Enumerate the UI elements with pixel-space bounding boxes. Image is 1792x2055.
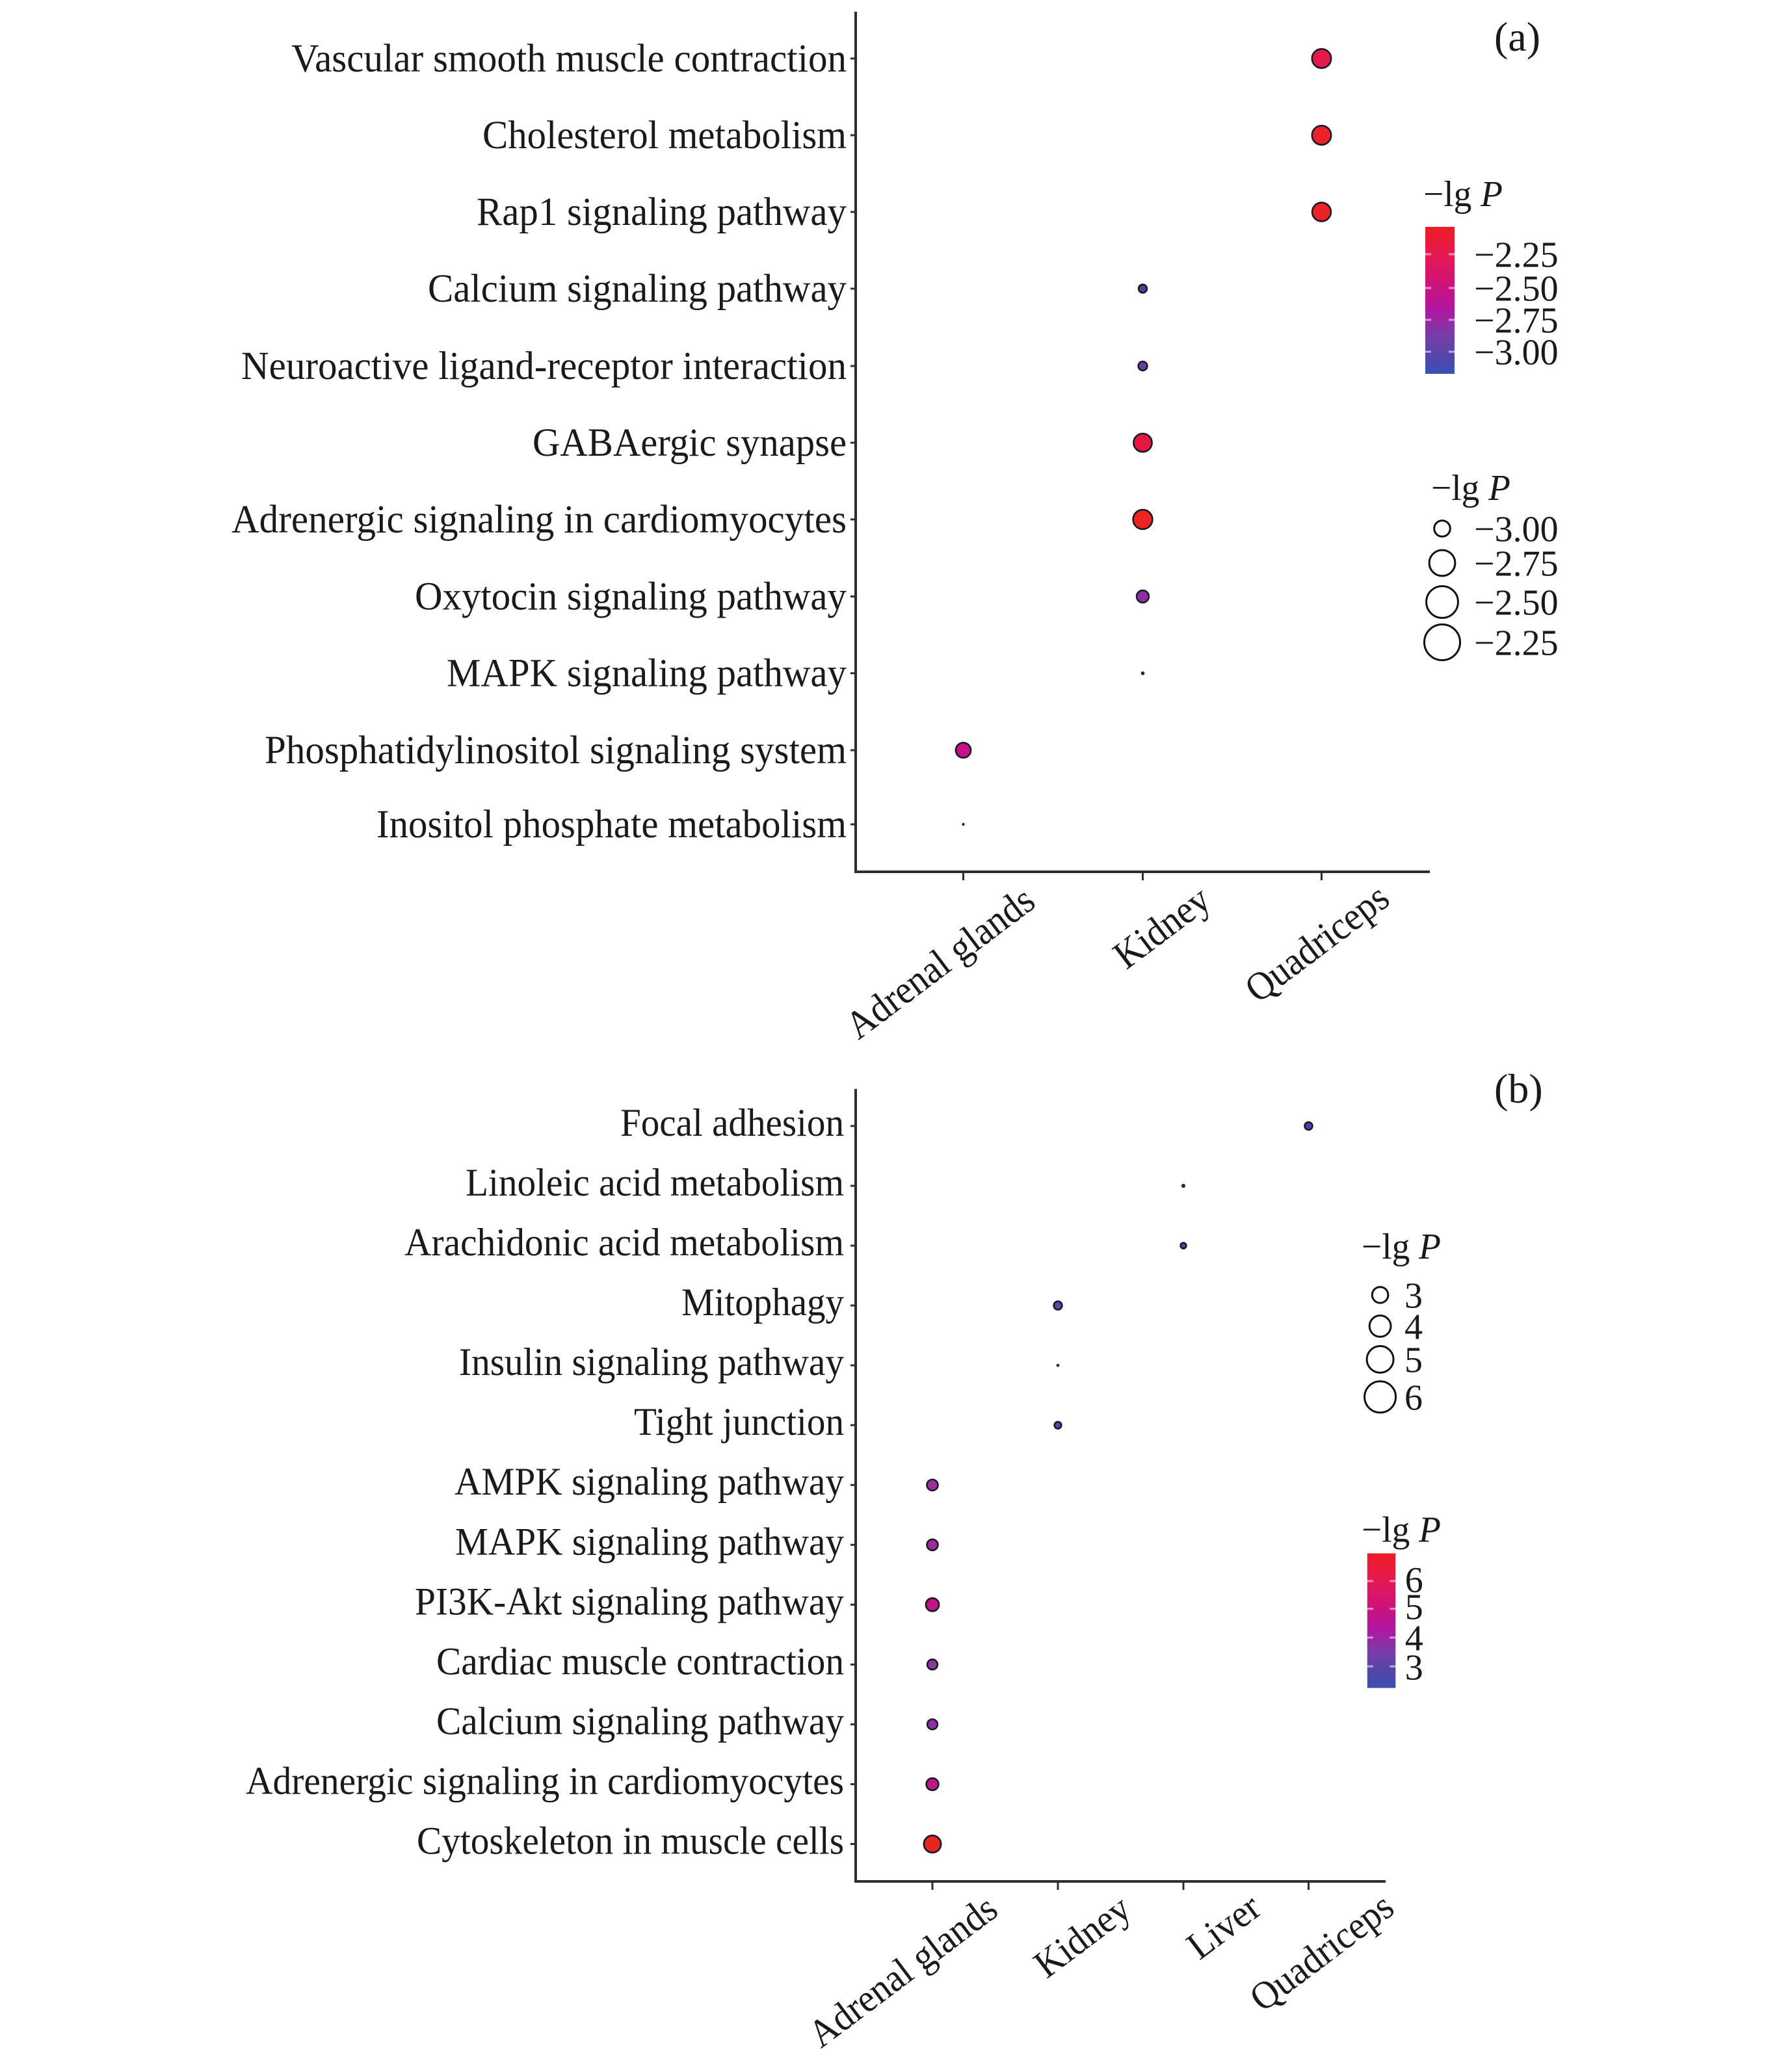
svg-text:Adrenergic signaling in cardio: Adrenergic signaling in cardiomyocytes xyxy=(231,498,847,542)
svg-text:Rap1 signaling pathway: Rap1 signaling pathway xyxy=(477,190,847,234)
svg-text:4: 4 xyxy=(1404,1307,1423,1347)
svg-text:(b): (b) xyxy=(1494,1066,1543,1112)
svg-text:−2.25: −2.25 xyxy=(1474,623,1559,664)
svg-text:Vascular smooth muscle contrac: Vascular smooth muscle contraction xyxy=(291,37,847,81)
svg-text:Cytoskeleton in muscle cells: Cytoskeleton in muscle cells xyxy=(417,1819,844,1862)
svg-text:5: 5 xyxy=(1405,1587,1423,1627)
svg-text:Phosphatidylinositol signaling: Phosphatidylinositol signaling system xyxy=(265,729,847,772)
svg-text:−3.00: −3.00 xyxy=(1474,333,1559,373)
svg-text:Adrenal glands: Adrenal glands xyxy=(800,1887,1005,2055)
svg-text:(a): (a) xyxy=(1494,14,1540,60)
svg-text:−2.75: −2.75 xyxy=(1474,301,1559,341)
svg-text:6: 6 xyxy=(1405,1560,1423,1601)
svg-text:Quadriceps: Quadriceps xyxy=(1242,1885,1402,2020)
svg-text:Cardiac muscle contraction: Cardiac muscle contraction xyxy=(436,1640,844,1682)
svg-text:Neuroactive ligand-receptor in: Neuroactive ligand-receptor interaction xyxy=(241,345,847,388)
svg-text:Focal adhesion: Focal adhesion xyxy=(620,1101,844,1144)
svg-text:Arachidonic acid metabolism: Arachidonic acid metabolism xyxy=(404,1221,844,1264)
svg-text:3: 3 xyxy=(1405,1648,1423,1688)
svg-text:Liver: Liver xyxy=(1179,1885,1269,1968)
svg-text:Adrenergic signaling in cardio: Adrenergic signaling in cardiomyocytes xyxy=(246,1759,844,1802)
svg-text:Tight junction: Tight junction xyxy=(634,1400,844,1443)
svg-text:MAPK signaling pathway: MAPK signaling pathway xyxy=(455,1520,844,1563)
svg-text:PI3K-Akt signaling pathway: PI3K-Akt signaling pathway xyxy=(415,1580,844,1623)
svg-text:−2.25: −2.25 xyxy=(1474,235,1559,276)
svg-text:Kidney: Kidney xyxy=(1105,877,1219,977)
svg-text:Cholesterol metabolism: Cholesterol metabolism xyxy=(482,114,847,157)
svg-text:−lg P: −lg P xyxy=(1423,174,1503,215)
svg-text:Adrenal glands: Adrenal glands xyxy=(837,878,1043,1048)
svg-text:MAPK signaling pathway: MAPK signaling pathway xyxy=(447,652,847,696)
svg-text:3: 3 xyxy=(1404,1276,1423,1316)
svg-text:6: 6 xyxy=(1404,1378,1423,1418)
svg-text:−lg P: −lg P xyxy=(1362,1510,1441,1551)
svg-text:Oxytocin signaling pathway: Oxytocin signaling pathway xyxy=(415,575,847,619)
svg-text:Insulin signaling pathway: Insulin signaling pathway xyxy=(459,1341,844,1383)
svg-text:Kidney: Kidney xyxy=(1026,1887,1139,1986)
svg-text:−2.75: −2.75 xyxy=(1474,544,1559,584)
svg-text:GABAergic synapse: GABAergic synapse xyxy=(533,421,847,465)
svg-text:5: 5 xyxy=(1404,1341,1423,1381)
svg-text:Mitophagy: Mitophagy xyxy=(681,1281,844,1324)
svg-text:Calcium signaling pathway: Calcium signaling pathway xyxy=(428,267,847,311)
svg-text:Inositol phosphate metabolism: Inositol phosphate metabolism xyxy=(376,803,847,846)
svg-text:4: 4 xyxy=(1405,1618,1423,1658)
svg-text:Quadriceps: Quadriceps xyxy=(1237,876,1397,1012)
svg-text:−lg P: −lg P xyxy=(1362,1227,1441,1267)
svg-text:AMPK signaling pathway: AMPK signaling pathway xyxy=(455,1460,844,1503)
svg-text:−2.50: −2.50 xyxy=(1474,583,1559,623)
svg-text:Calcium signaling pathway: Calcium signaling pathway xyxy=(436,1699,844,1742)
svg-text:−2.50: −2.50 xyxy=(1474,269,1559,309)
svg-text:−lg P: −lg P xyxy=(1431,468,1510,508)
svg-text:Linoleic acid metabolism: Linoleic acid metabolism xyxy=(466,1161,844,1204)
svg-text:−3.00: −3.00 xyxy=(1474,510,1559,550)
